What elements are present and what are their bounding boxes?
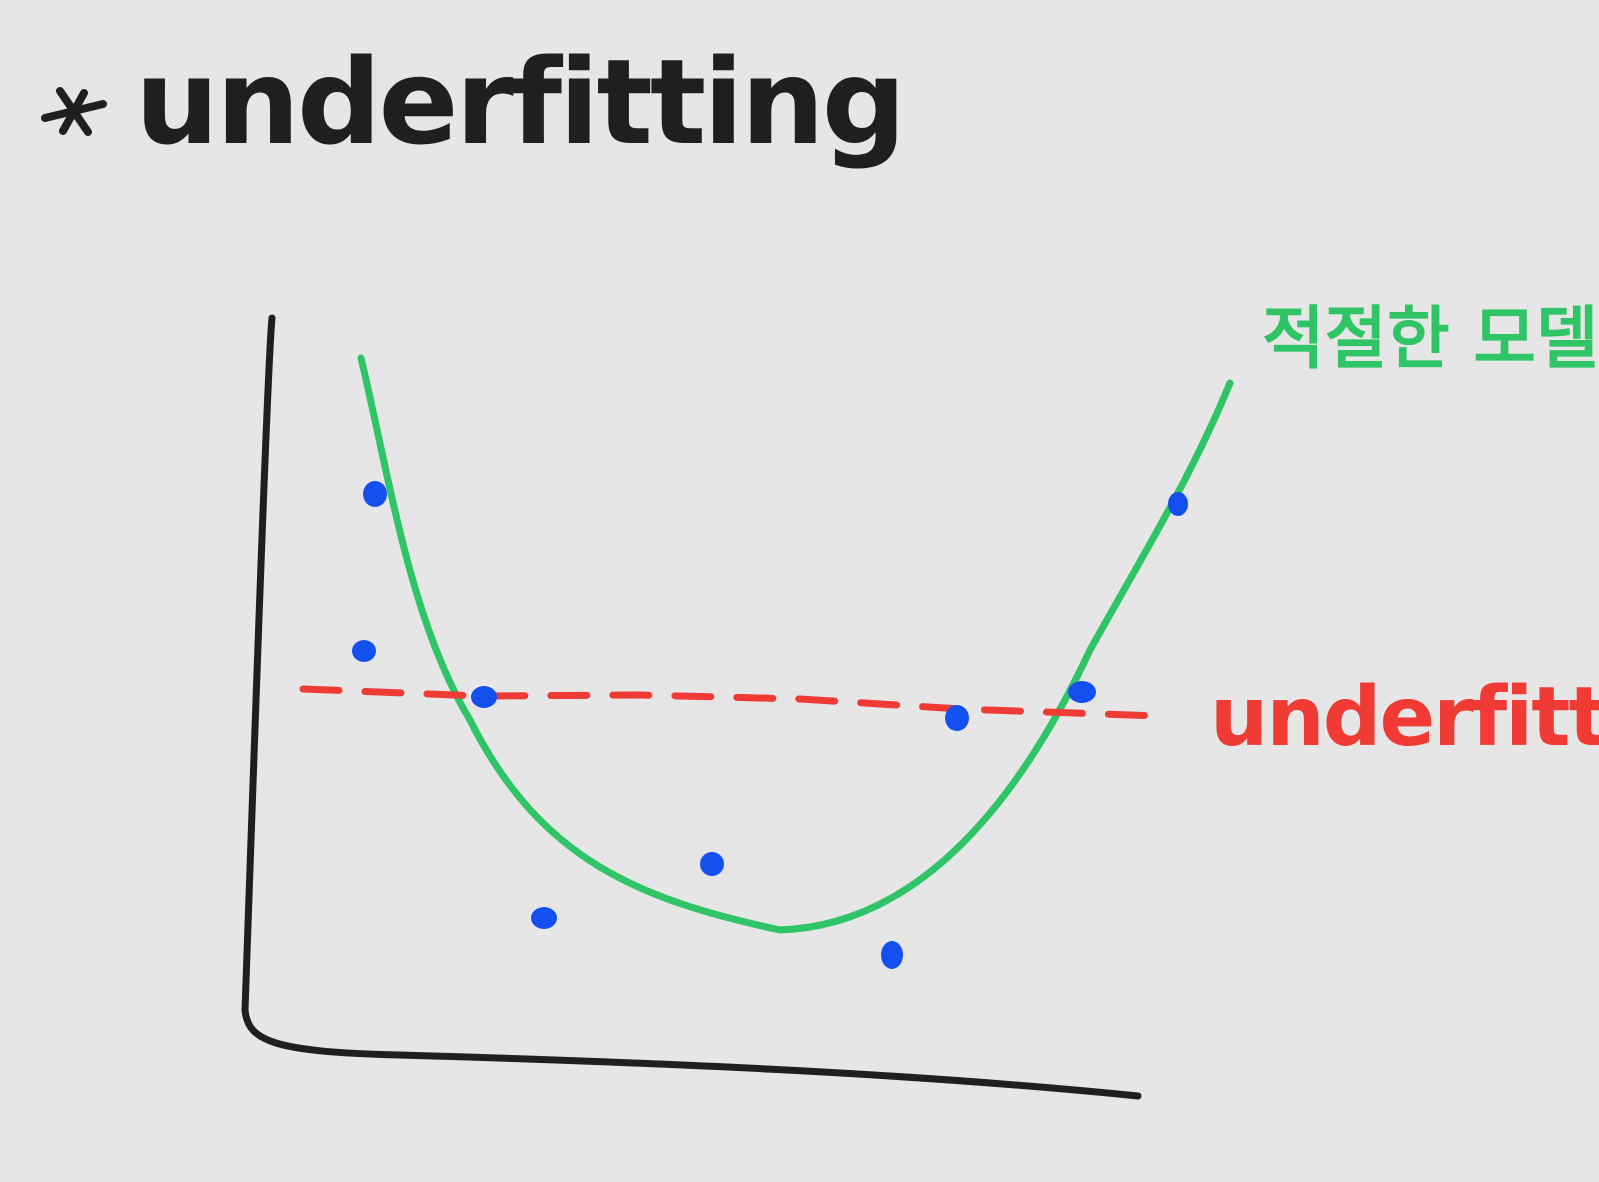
x-axis <box>241 1006 1142 1100</box>
data-points <box>352 481 1188 969</box>
data-point <box>1068 681 1096 703</box>
data-point <box>881 941 903 969</box>
data-point <box>1168 492 1188 516</box>
data-point <box>363 481 387 507</box>
title-bullet-asterisk <box>41 87 107 136</box>
data-point <box>352 640 376 662</box>
data-point <box>945 705 969 731</box>
underfitting-line <box>299 685 1164 720</box>
underfitting-label: underfitting <box>1210 670 1599 765</box>
data-point <box>471 686 497 708</box>
title-text: underfitting <box>135 33 903 171</box>
good-model-label: 적절한 모델 <box>1262 300 1598 379</box>
good-model-curve <box>357 354 1234 934</box>
data-point <box>700 852 724 876</box>
y-axis <box>241 314 276 1014</box>
data-point <box>531 907 557 929</box>
